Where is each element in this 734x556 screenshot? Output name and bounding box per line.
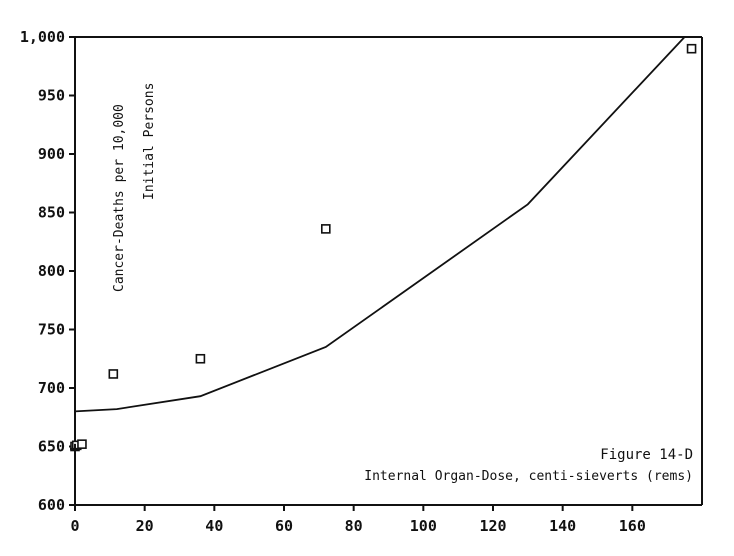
y-axis-annotation-line2: Initial Persons (142, 83, 157, 200)
y-tick-label: 750 (38, 321, 65, 339)
x-tick-label: 160 (619, 517, 646, 535)
data-point-square (108, 369, 119, 379)
data-point-square (77, 439, 87, 449)
y-tick-label: 650 (38, 438, 65, 456)
y-tick-label: 900 (38, 145, 65, 163)
x-tick-label: 60 (275, 517, 293, 535)
x-axis-ticks: 0 20 40 60 80 100 120 140 160 (70, 505, 646, 535)
series-layer (70, 36, 697, 454)
x-tick-label: 20 (136, 517, 154, 535)
x-tick-label: 120 (479, 517, 506, 535)
data-point-plus (70, 443, 80, 454)
y-axis-annotation-line1: Cancer-Deaths per 10,000 (112, 104, 127, 292)
y-tick-label: 950 (38, 87, 65, 105)
trend-line (74, 36, 686, 413)
data-point-square (195, 353, 206, 364)
y-axis-ticks: 600 650 700 750 800 850 900 950 1,000 (20, 28, 75, 514)
y-tick-label: 1,000 (20, 28, 65, 46)
y-tick-label: 700 (38, 379, 65, 397)
data-point-square (320, 224, 331, 234)
y-tick-label: 800 (38, 262, 65, 280)
x-tick-label: 100 (410, 517, 437, 535)
x-axis-label: Internal Organ-Dose, centi-sieverts (rem… (364, 469, 693, 484)
x-tick-label: 140 (549, 517, 576, 535)
x-tick-label: 0 (70, 517, 79, 535)
y-tick-label: 850 (38, 204, 65, 222)
plot-frame (74, 36, 703, 506)
x-tick-label: 40 (205, 517, 223, 535)
figure-label: Figure 14-D (600, 447, 693, 463)
x-tick-label: 80 (345, 517, 363, 535)
data-point-square (686, 43, 697, 54)
y-tick-label: 600 (38, 496, 65, 514)
